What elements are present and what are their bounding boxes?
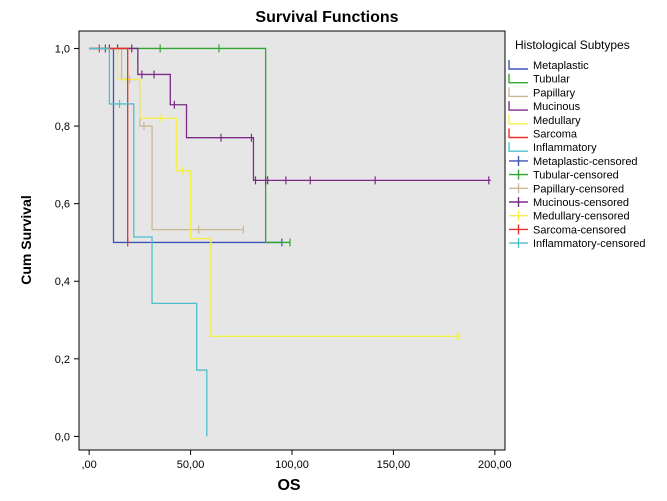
legend-label: Sarcoma: [533, 129, 578, 141]
legend-swatch-line: [508, 73, 528, 84]
legend-label: Mucinous: [533, 101, 581, 113]
legend-item: Sarcoma: [508, 128, 578, 141]
x-tick-label: 50,00: [177, 459, 205, 471]
y-tick-label: 1,0: [55, 43, 70, 55]
legend-label: Tubular: [533, 74, 570, 86]
series-line-mucinous: [89, 47, 491, 182]
x-axis-label: OS: [277, 477, 300, 494]
y-tick-label: 0,4: [55, 276, 70, 288]
legend-item: Medullary-censored: [509, 210, 630, 223]
legend-item: Mucinous: [508, 101, 581, 113]
legend-item: Tubular-censored: [509, 169, 619, 182]
x-tick-label: ,00: [81, 459, 96, 471]
legend-label: Tubular-censored: [533, 170, 619, 182]
chart-title: Survival Functions: [255, 9, 398, 26]
legend-item: Tubular: [508, 73, 570, 86]
series-layer: [89, 44, 491, 437]
legend-swatch-line: [508, 142, 528, 152]
legend-item: Papillary: [508, 87, 576, 99]
legend-item: Sarcoma-censored: [509, 224, 626, 236]
x-tick-label: 150,00: [377, 459, 411, 471]
legend-label: Metaplastic: [533, 60, 589, 72]
series-line-inflammatory: [89, 47, 208, 437]
plot-area: [78, 30, 506, 451]
legend-swatch-line: [508, 60, 528, 70]
legend-label: Inflammatory-censored: [533, 238, 646, 250]
legend-item: Inflammatory: [508, 142, 597, 154]
legend-label: Mucinous-censored: [533, 197, 629, 209]
y-tick-label: 0,0: [55, 431, 70, 443]
legend-label: Papillary: [533, 87, 576, 99]
legend-item: Metaplastic: [508, 60, 589, 72]
series-line-tubular: [89, 47, 290, 244]
legend-label: Medullary: [533, 115, 581, 127]
legend-label: Medullary-censored: [533, 211, 630, 223]
axes-layer: ,00 50,00 100,00 150,00 200,00 0,0 0,2 0,4 0,6 0,…: [55, 43, 512, 471]
legend-item: Mucinous-censored: [509, 197, 629, 209]
y-axis-label: Cum Survival: [18, 195, 34, 284]
legend-swatch-line: [508, 128, 528, 139]
series-line-medullary: [89, 47, 461, 337]
legend-item: Metaplastic-censored: [509, 155, 638, 168]
legend-swatch-line: [508, 101, 528, 111]
legend-item: Medullary: [508, 114, 581, 127]
y-tick-label: 0,6: [55, 199, 70, 211]
legend-label: Papillary-censored: [533, 183, 624, 195]
legend-label: Metaplastic-censored: [533, 156, 638, 168]
x-tick-label: 200,00: [478, 459, 512, 471]
legend-item: Inflammatory-censored: [509, 238, 646, 250]
legend-label: Sarcoma-censored: [533, 224, 626, 236]
x-tick-label: 100,00: [275, 459, 309, 471]
legend-title: Histological Subtypes: [515, 38, 630, 52]
legend-swatch-line: [508, 114, 528, 125]
y-tick-label: 0,2: [55, 354, 70, 366]
legend-item: Papillary-censored: [509, 183, 624, 195]
y-tick-label: 0,8: [55, 121, 70, 133]
legend-label: Inflammatory: [533, 142, 597, 154]
legend-swatch-line: [508, 87, 528, 98]
